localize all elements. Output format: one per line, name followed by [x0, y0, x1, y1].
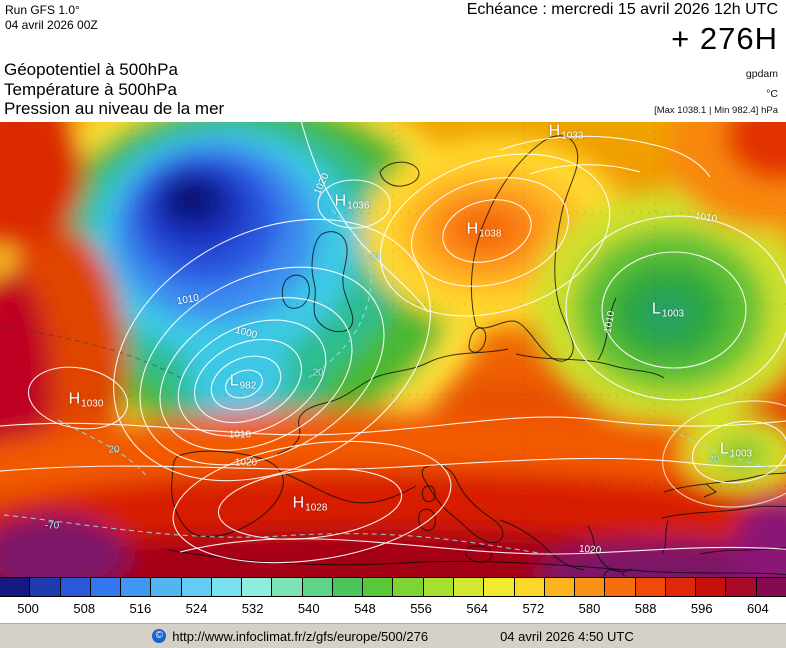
colorbar-cell	[181, 578, 212, 596]
colorbar-cell	[90, 578, 122, 596]
graticule	[0, 122, 786, 577]
colorbar-tick-label: 572	[522, 601, 545, 616]
colorbar-tick-label: 580	[578, 601, 601, 616]
colorbar-cell	[696, 578, 727, 596]
colorbar-tick-label: 540	[297, 601, 320, 616]
copyright-icon: ©	[152, 629, 167, 643]
field-list: Géopotentiel à 500hPa Température à 500hP…	[4, 60, 224, 119]
colorbar-cell	[302, 578, 333, 596]
colorbar-tick-label: 516	[129, 601, 152, 616]
colorbar-tick-label: 588	[634, 601, 657, 616]
colorbar-tick-label: 508	[73, 601, 96, 616]
colorbar-cell	[575, 578, 606, 596]
colorbar-cell	[121, 578, 152, 596]
footer-timestamp: 04 avril 2026 4:50 UTC	[500, 628, 634, 644]
colorbar-cell	[0, 578, 31, 596]
geopotential-field	[0, 122, 786, 577]
colorbar-tick-label: 548	[354, 601, 376, 616]
colorbar-cell	[635, 578, 666, 596]
colorbar-tick-label: 556	[410, 601, 432, 616]
colorbar	[0, 577, 786, 597]
coastlines	[167, 135, 786, 577]
unit-line: [Max 1038.1 | Min 982.4] hPa	[654, 105, 778, 116]
colorbar-cell	[30, 578, 61, 596]
forecast-offset: + 276H	[671, 21, 778, 56]
temperature-contours	[0, 209, 786, 555]
unit-line: gpdam	[745, 68, 778, 80]
colorbar-cell	[363, 578, 394, 596]
colorbar-cell	[726, 578, 757, 596]
colorbar-cell	[151, 578, 182, 596]
colorbar-cell	[423, 578, 454, 596]
colorbar-labels: 500 508 516 524 532 540 548 556 564 572 580 588 596 6…	[0, 597, 786, 623]
colorbar-tick-label: 532	[241, 601, 264, 616]
isobars	[0, 122, 786, 564]
field-line: Géopotentiel à 500hPa	[4, 60, 178, 79]
colorbar-cell	[332, 578, 364, 596]
field-line: Pression au niveau de la mer	[4, 99, 225, 118]
weather-map: H1033 H1036 H1038 L1003 L982 H1030 H1028 L1003 1…	[0, 122, 786, 577]
colorbar-tick-label: 596	[690, 601, 713, 616]
colorbar-cell	[453, 578, 485, 596]
colorbar-cell	[242, 578, 273, 596]
colorbar-cell	[514, 578, 545, 596]
colorbar-cell	[211, 578, 243, 596]
header: Run GFS 1.0° 04 avril 2026 00Z Echéance …	[0, 0, 786, 122]
source-url: http://www.infoclimat.fr/z/gfs/europe/50…	[172, 628, 429, 644]
run-label: Run GFS 1.0°	[5, 3, 80, 17]
colorbar-tick-label: 500	[17, 601, 39, 616]
echeance-label: Echéance : mercredi 15 avril 2026 12h UT…	[466, 1, 778, 18]
colorbar-cell	[544, 578, 576, 596]
thickness-line	[0, 327, 186, 381]
unit-list: gpdam °C [Max 1038.1 | Min 982.4] hPa	[654, 68, 778, 116]
field-line: Température à 500hPa	[4, 79, 177, 99]
colorbar-cell	[756, 578, 786, 596]
colorbar-cell	[484, 578, 515, 596]
echeance-block: Echéance : mercredi 15 avril 2026 12h UT…	[467, 1, 778, 57]
footer-source: © http://www.infoclimat.fr/z/gfs/europe/…	[152, 629, 428, 644]
map-image	[0, 122, 786, 577]
colorbar-cell	[665, 578, 697, 596]
colorbar-cell	[60, 578, 91, 596]
colorbar-tick-label: 524	[185, 601, 208, 616]
footer: © http://www.infoclimat.fr/z/gfs/europe/…	[0, 623, 786, 648]
colorbar-tick-label: 604	[747, 601, 769, 616]
colorbar-cell	[393, 578, 424, 596]
colorbar-tick-label: 564	[466, 601, 489, 616]
run-date: 04 avril 2026 00Z	[5, 18, 98, 32]
run-info: Run GFS 1.0° 04 avril 2026 00Z	[5, 3, 98, 33]
unit-line: °C	[766, 88, 778, 100]
colorbar-cell	[605, 578, 636, 596]
colorbar-cell	[272, 578, 303, 596]
